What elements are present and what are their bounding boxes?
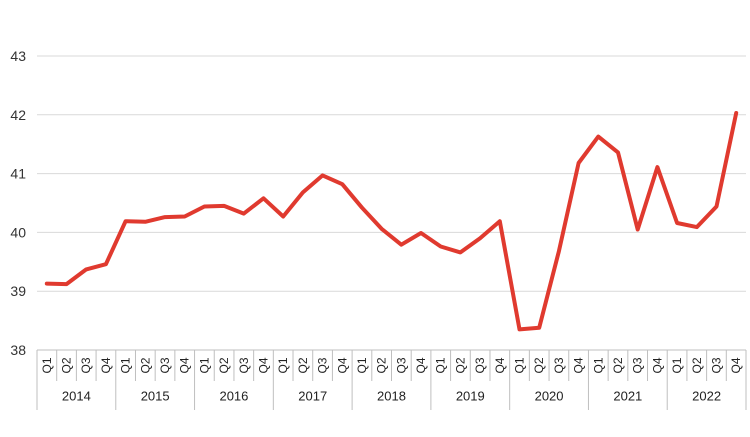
quarter-tick-label: Q4 [650, 357, 664, 373]
quarter-tick-label: Q2 [611, 357, 625, 373]
series-line [44, 111, 739, 332]
year-tick-label: 2019 [456, 389, 485, 404]
quarter-tick-label: Q2 [296, 357, 310, 373]
quarter-tick-label: Q1 [40, 357, 54, 373]
quarter-tick-label: Q1 [670, 357, 684, 373]
year-tick-label: 2017 [298, 389, 327, 404]
quarter-tick-label: Q4 [335, 357, 349, 373]
quarter-tick-label: Q2 [138, 357, 152, 373]
quarter-tick-label: Q1 [276, 357, 290, 373]
year-tick-label: 2021 [613, 389, 642, 404]
quarter-tick-label: Q3 [158, 357, 172, 373]
quarter-tick-label: Q2 [453, 357, 467, 373]
year-tick-label: 2016 [219, 389, 248, 404]
y-tick-label: 42 [10, 107, 26, 123]
quarter-tick-label: Q2 [532, 357, 546, 373]
quarter-tick-label: Q3 [394, 357, 408, 373]
quarter-tick-label: Q3 [79, 357, 93, 373]
quarter-tick-label: Q3 [473, 357, 487, 373]
quarter-tick-label: Q1 [434, 357, 448, 373]
y-tick-label: 41 [10, 166, 26, 182]
grid-lines [37, 55, 746, 292]
quarter-tick-label: Q1 [197, 357, 211, 373]
quarter-tick-label: Q2 [375, 357, 389, 373]
quarter-tick-label: Q2 [217, 357, 231, 373]
quarter-tick-label: Q3 [631, 357, 645, 373]
quarter-tick-label: Q3 [709, 357, 723, 373]
quarter-tick-label: Q4 [572, 357, 586, 373]
x-axis: Q1 Q2 Q3 Q4 Q1 Q2 Q3 Q4 Q1 Q2 Q3 Q4 Q1 Q2 Q3 Q4 Q1 Q2 Q3 Q4… [36, 349, 747, 410]
series-layer [44, 111, 739, 332]
quarter-tick-label: Q4 [414, 357, 428, 373]
year-tick-label: 2020 [535, 389, 564, 404]
y-tick-label: 43 [10, 48, 26, 64]
y-tick-label: 39 [10, 283, 26, 299]
quarter-tick-label: Q1 [513, 357, 527, 373]
quarter-tick-label: Q4 [729, 357, 743, 373]
quarter-tick-label: Q4 [493, 357, 507, 373]
quarter-tick-label: Q4 [178, 357, 192, 373]
y-axis: 38 39 40 41 42 43 [10, 48, 26, 358]
quarter-tick-label: Q2 [60, 357, 74, 373]
quarter-tick-label: Q2 [690, 357, 704, 373]
quarter-tick-label: Q1 [355, 357, 369, 373]
year-tick-label: 2015 [141, 389, 170, 404]
quarter-tick-label: Q1 [119, 357, 133, 373]
y-tick-label: 38 [10, 342, 26, 358]
year-tick-label: 2014 [62, 389, 91, 404]
y-tick-label: 40 [10, 224, 26, 240]
quarter-tick-label: Q4 [99, 357, 113, 373]
year-tick-label: 2018 [377, 389, 406, 404]
quarter-tick-label: Q1 [591, 357, 605, 373]
quarter-tick-label: Q3 [552, 357, 566, 373]
year-tick-label: 2022 [692, 389, 721, 404]
quarter-tick-label: Q4 [256, 357, 270, 373]
quarter-tick-label: Q3 [316, 357, 330, 373]
quarter-tick-label: Q3 [237, 357, 251, 373]
